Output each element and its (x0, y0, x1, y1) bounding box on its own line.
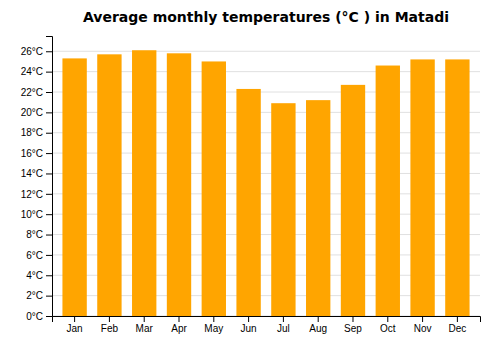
y-tick-label: 14°C (21, 168, 43, 179)
y-tick: 20°C (21, 107, 52, 118)
y-tick-mark (46, 133, 52, 134)
y-tick-label: 24°C (21, 66, 43, 77)
y-tick-mark (46, 214, 52, 215)
title: Average monthly temperatures (°C ) in Ma… (83, 9, 449, 25)
y-tick-mark (46, 92, 52, 93)
x-tick: Jun (241, 316, 257, 334)
y-tick: 24°C (21, 66, 52, 77)
x-tick-mark (318, 316, 319, 322)
x-tick-mark (74, 316, 75, 322)
x-tick: Jul (277, 316, 290, 334)
x-tick-label: Dec (448, 323, 466, 334)
x-tick-label: Apr (171, 323, 187, 334)
x-tick-label: Oct (380, 323, 396, 334)
y-tick-label: 8°C (26, 229, 43, 240)
bar (202, 61, 226, 316)
y-tick: 6°C (26, 250, 52, 261)
bar (62, 58, 86, 316)
y-tick-mark (46, 316, 52, 317)
bar (167, 53, 191, 316)
y-tick: 2°C (26, 290, 52, 301)
bar (410, 59, 434, 316)
x-tick: Sep (344, 316, 362, 334)
x-tick-mark (144, 316, 145, 322)
y-tick-mark (46, 173, 52, 174)
x-tick-label: Sep (344, 323, 362, 334)
y-tick: 16°C (21, 148, 52, 159)
x-tick: Feb (101, 316, 119, 334)
y-tick-mark (46, 153, 52, 154)
x-tick: Jan (67, 316, 83, 334)
x-tick-label: Jun (241, 323, 257, 334)
bar (341, 85, 365, 316)
y-tick-mark (46, 72, 52, 73)
bar (236, 89, 260, 316)
y-tick-mark (46, 194, 52, 195)
y-tick: 10°C (21, 209, 52, 220)
plot-area (62, 50, 469, 316)
x-tick-mark (179, 316, 180, 322)
y-tick-mark (46, 296, 52, 297)
y-tick-label: 4°C (26, 270, 43, 281)
x-tick-mark (352, 316, 353, 322)
x-tick-mark (387, 316, 388, 322)
y-tick-label: 16°C (21, 148, 43, 159)
x-tick-label: Aug (309, 323, 327, 334)
x-tick: Apr (171, 316, 187, 334)
y-tick: 12°C (21, 189, 52, 200)
y-tick-mark (46, 51, 52, 52)
x-tick: Oct (380, 316, 396, 334)
x-tick-mark (422, 316, 423, 322)
x-tick-mark (109, 316, 110, 322)
y-tick-mark (46, 235, 52, 236)
y-tick-label: 10°C (21, 209, 43, 220)
y-tick: 4°C (26, 270, 52, 281)
x-tick-mark (213, 316, 214, 322)
x-tick-label: Jan (67, 323, 83, 334)
x-tick-label: Nov (414, 323, 432, 334)
x-tick: Dec (448, 316, 466, 334)
x-tick-mark (457, 316, 458, 322)
y-tick: 26°C (21, 46, 52, 57)
chart: Jan Feb Mar Apr May Jun Jul Aug Sep Oct Nov Dec 0°C 2… (0, 0, 500, 350)
y-tick-label: 6°C (26, 250, 43, 261)
x-tick: Mar (136, 316, 154, 334)
y-axis-line (46, 37, 53, 317)
x-tick: May (204, 316, 223, 334)
y-axis: 0°C 2°C 4°C 6°C 8°C 10°C 12°C 14°C 16°C 18°C 20°C 2… (21, 37, 53, 322)
grid-line (52, 51, 480, 52)
y-tick-label: 2°C (26, 290, 43, 301)
y-tick: 0°C (26, 311, 52, 322)
x-tick-label: Jul (277, 323, 290, 334)
x-tick-label: Feb (101, 323, 119, 334)
x-tick-mark (283, 316, 284, 322)
y-tick-label: 26°C (21, 46, 43, 57)
x-tick-mark (248, 316, 249, 322)
x-axis: Jan Feb Mar Apr May Jun Jul Aug Sep Oct Nov Dec (53, 316, 481, 334)
bar (376, 66, 400, 316)
x-tick-label: Mar (136, 323, 154, 334)
y-tick-mark (46, 275, 52, 276)
bar (306, 100, 330, 316)
bar (271, 103, 295, 316)
y-tick: 8°C (26, 229, 52, 240)
y-tick-mark (46, 255, 52, 256)
x-tick: Aug (309, 316, 327, 334)
y-tick-label: 0°C (26, 311, 43, 322)
grid (52, 51, 480, 316)
bar (445, 59, 469, 316)
y-tick: 14°C (21, 168, 52, 179)
x-tick: Nov (414, 316, 432, 334)
y-tick-label: 20°C (21, 107, 43, 118)
y-tick: 22°C (21, 87, 52, 98)
bar (97, 54, 121, 316)
bar (132, 50, 156, 316)
y-tick: 18°C (21, 127, 52, 138)
y-tick-label: 12°C (21, 189, 43, 200)
y-tick-mark (46, 112, 52, 113)
x-tick-label: May (204, 323, 223, 334)
y-tick-label: 22°C (21, 87, 43, 98)
y-tick-label: 18°C (21, 127, 43, 138)
x-axis-line (53, 317, 481, 323)
